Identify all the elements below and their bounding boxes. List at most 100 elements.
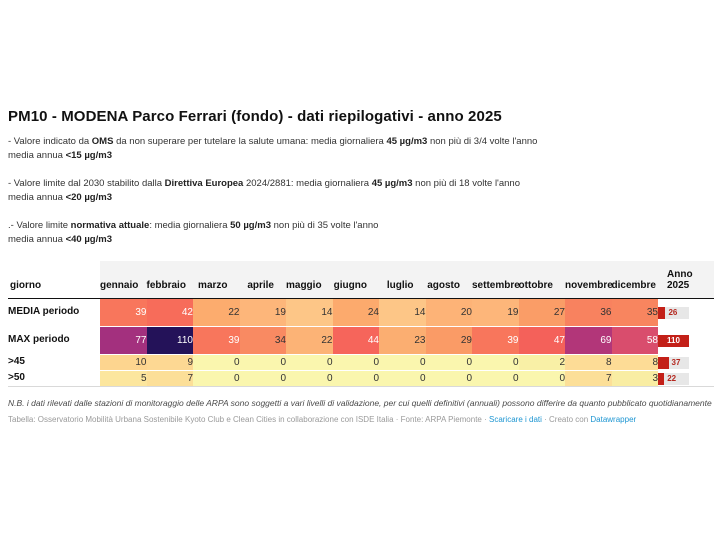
validation-note: N.B. i dati rilevati dalle stazioni di m… — [8, 398, 712, 408]
cell-luglio: 14 — [379, 298, 426, 327]
row-label: MEDIA periodo — [8, 298, 100, 327]
note1-text: <15 µg/m3 — [65, 149, 112, 161]
row-label: MAX periodo — [8, 326, 100, 355]
chart-title: PM10 - MODENA Parco Ferrari (fondo) - da… — [8, 108, 502, 125]
note3-text: 50 µg/m3 — [230, 220, 271, 231]
cell-maggio: 22 — [286, 326, 333, 355]
anno-value: 22 — [667, 373, 677, 383]
source-text: · Creato con — [541, 415, 591, 424]
table-header-row: giorno gennaio febbraio marzo aprile maggio gi… — [8, 261, 714, 299]
column-header-maggio: maggio — [286, 261, 333, 299]
cell-agosto: 29 — [425, 326, 472, 355]
threshold-note-1: - Valore indicato da OMS da non superare… — [8, 135, 714, 162]
cell-agosto: 0 — [425, 354, 472, 371]
cell-novembre: 36 — [565, 298, 612, 327]
column-header-aprile: aprile — [239, 261, 286, 299]
cell-anno-2025: 37 — [658, 354, 714, 371]
note3-text: : media giornaliera — [149, 220, 231, 231]
cell-aprile: 34 — [239, 326, 286, 355]
threshold-note-2: - Valore limite dal 2030 stabilito dalla… — [8, 177, 714, 204]
cell-febbraio: 9 — [146, 354, 193, 371]
note2-text: non più di 18 volte l'anno — [412, 178, 520, 189]
cell-agosto: 0 — [425, 370, 472, 387]
anno-mini-bar: 110 — [658, 334, 689, 347]
note3-text: <40 µg/m3 — [65, 233, 112, 245]
cell-settembre: 0 — [472, 354, 519, 371]
cell-febbraio: 7 — [146, 370, 193, 387]
anno-value: 110 — [667, 335, 680, 345]
note3-text: media annua — [8, 233, 66, 245]
cell-luglio: 23 — [379, 326, 426, 355]
note2-text: media annua — [8, 191, 66, 203]
cell-dicembre: 58 — [611, 326, 658, 355]
cell-luglio: 0 — [379, 354, 426, 371]
cell-dicembre: 8 — [611, 354, 658, 371]
cell-gennaio: 10 — [100, 354, 147, 371]
note3-text: normativa attuale — [70, 220, 150, 231]
anno-mini-bar: 26 — [658, 306, 689, 319]
anno-mini-bar-fill — [658, 356, 669, 369]
content-area: PM10 - MODENA Parco Ferrari (fondo) - da… — [8, 108, 714, 424]
table-row-media-periodo: MEDIA periodo 39 42 22 19 14 24 14 20 19 27 36 35 26 — [8, 298, 714, 327]
column-header-settembre: settembre — [472, 261, 520, 299]
column-header-novembre: novembre — [565, 261, 613, 299]
cell-luglio: 0 — [379, 370, 426, 387]
note1-text: 45 µg/m3 — [386, 136, 428, 147]
note1-text: OMS — [91, 136, 114, 147]
note1-text: - Valore indicato da — [8, 136, 92, 147]
note3-text: .- Valore limite — [8, 220, 71, 231]
row-label: >45 — [8, 354, 100, 371]
source-link[interactable]: Datawrapper — [590, 415, 637, 424]
anno-mini-bar-fill — [658, 334, 689, 347]
source-link[interactable]: Scaricare i dati — [488, 415, 542, 424]
column-header-dicembre: dicembre — [611, 261, 658, 299]
table-row--50: >50 5 7 0 0 0 0 0 0 0 0 7 3 22 — [8, 370, 714, 387]
anno-value: 37 — [671, 357, 681, 367]
cell-ottobre: 27 — [518, 298, 565, 327]
cell-gennaio: 39 — [100, 298, 147, 327]
column-header-agosto: agosto — [425, 261, 472, 299]
cell-gennaio: 5 — [100, 370, 147, 387]
anno-mini-bar-fill — [658, 306, 666, 319]
threshold-note-3: .- Valore limite normativa attuale: medi… — [8, 219, 714, 246]
note2-text: 45 µg/m3 — [371, 178, 413, 189]
cell-giugno: 44 — [332, 326, 379, 355]
cell-febbraio: 110 — [146, 326, 193, 355]
cell-maggio: 0 — [286, 370, 333, 387]
table-row-max-periodo: MAX periodo 77 110 39 34 22 44 23 29 39 47 69 58 110 — [8, 326, 714, 355]
cell-ottobre: 47 — [518, 326, 565, 355]
cell-giugno: 24 — [332, 298, 379, 327]
table-row--45: >45 10 9 0 0 0 0 0 0 0 2 8 8 37 — [8, 354, 714, 371]
cell-dicembre: 35 — [611, 298, 658, 327]
column-header-giorno: giorno — [8, 261, 100, 299]
cell-anno-2025: 22 — [658, 370, 714, 387]
cell-marzo: 22 — [193, 298, 240, 327]
note2-text: 2024/2881: media giornaliera — [243, 178, 372, 189]
note2-text: - Valore limite dal 2030 stabilito dalla — [8, 178, 165, 189]
row-label: >50 — [8, 370, 100, 387]
note2-text: <20 µg/m3 — [65, 191, 112, 203]
column-header-gennaio: gennaio — [100, 261, 147, 299]
cell-settembre: 0 — [472, 370, 519, 387]
cell-giugno: 0 — [332, 370, 379, 387]
anno-mini-bar: 22 — [658, 372, 689, 385]
source-text: Tabella: Osservatorio Mobilità Urbana So… — [8, 415, 489, 424]
note2-text: Direttiva Europea — [164, 178, 244, 189]
threshold-notes: - Valore indicato da OMS da non superare… — [8, 135, 714, 246]
note1-text: non più di 3/4 volte l'anno — [427, 136, 538, 147]
cell-maggio: 0 — [286, 354, 333, 371]
note3-text: non più di 35 volte l'anno — [270, 220, 379, 231]
anno-value: 26 — [668, 307, 678, 317]
cell-agosto: 20 — [425, 298, 472, 327]
cell-novembre: 8 — [565, 354, 612, 371]
cell-gennaio: 77 — [100, 326, 147, 355]
cell-ottobre: 2 — [518, 354, 565, 371]
cell-febbraio: 42 — [146, 298, 193, 327]
cell-settembre: 19 — [472, 298, 519, 327]
note1-text: da non superare per tutelare la salute u… — [113, 136, 387, 147]
cell-marzo: 0 — [193, 370, 240, 387]
cell-marzo: 0 — [193, 354, 240, 371]
cell-settembre: 39 — [472, 326, 519, 355]
anno-mini-bar: 37 — [658, 356, 689, 369]
